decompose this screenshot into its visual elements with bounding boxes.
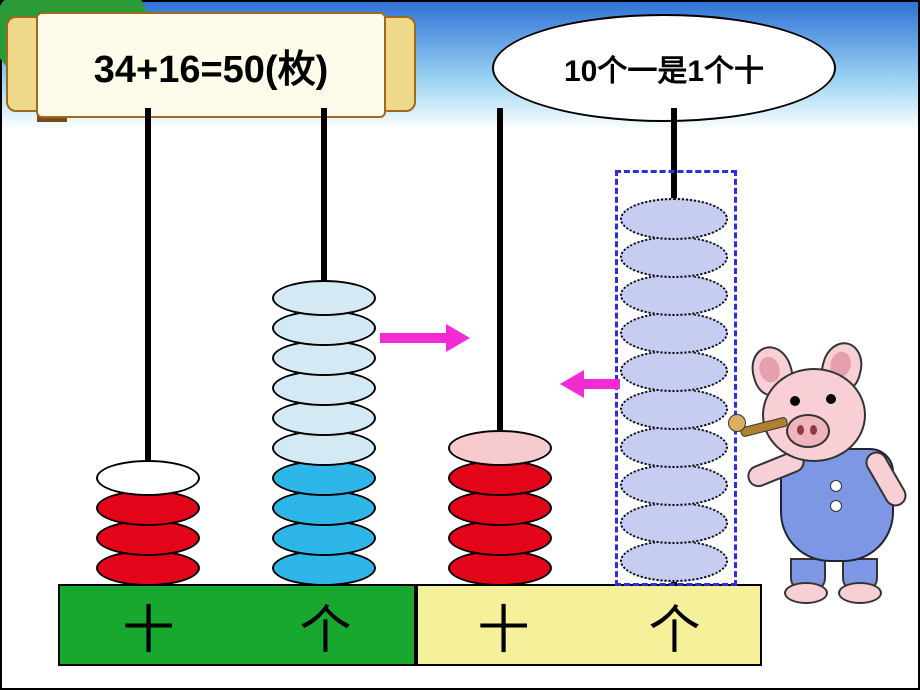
- platform-left-tens-label: 十: [60, 586, 237, 664]
- arrow-left: [560, 376, 620, 392]
- bead-B-9: [272, 280, 376, 316]
- speech-text: 10个一是1个十: [564, 46, 764, 90]
- equation-text: 34+16=50(枚): [36, 12, 386, 118]
- platform-left-ones-label: 个: [237, 586, 414, 664]
- pig-character: [746, 348, 916, 588]
- platform-right-tens-label: 十: [418, 586, 589, 664]
- bead-A-3: [96, 460, 200, 496]
- arrow-right: [380, 330, 470, 346]
- equation-banner: 34+16=50(枚): [6, 12, 416, 114]
- platform-left: 十 个: [58, 584, 416, 666]
- platform-right: 十 个: [416, 584, 762, 666]
- bead-C-4: [448, 430, 552, 466]
- platform-right-ones-label: 个: [589, 586, 760, 664]
- speech-bubble: 10个一是1个十: [492, 14, 836, 122]
- ghost-dashed-box: [615, 170, 737, 586]
